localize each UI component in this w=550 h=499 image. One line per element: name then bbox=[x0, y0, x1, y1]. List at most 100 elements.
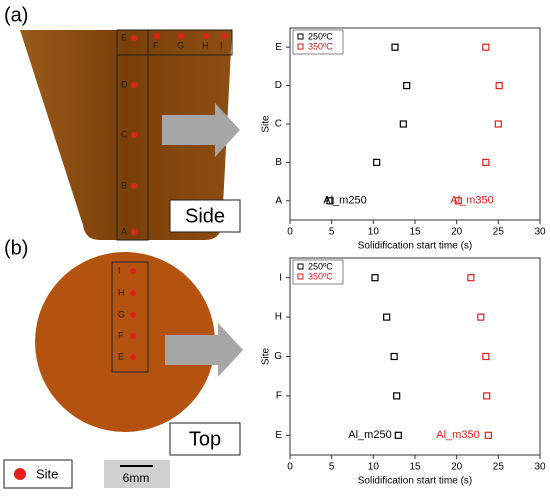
annotation: Al_m350 bbox=[450, 195, 493, 207]
x-tick-label: 5 bbox=[329, 462, 335, 473]
legend-label: 350ºC bbox=[308, 271, 333, 281]
marker bbox=[383, 313, 391, 321]
site-dot bbox=[131, 35, 137, 41]
site-label: F bbox=[118, 330, 124, 340]
marker bbox=[373, 158, 381, 166]
y-axis-label: Site bbox=[261, 115, 272, 133]
marker bbox=[494, 120, 502, 128]
x-tick-label: 0 bbox=[287, 462, 293, 473]
legend-dot bbox=[14, 468, 26, 480]
y-tick-label: B bbox=[275, 157, 282, 168]
marker bbox=[326, 197, 334, 205]
site-label: E bbox=[118, 351, 124, 361]
y-tick-label: C bbox=[275, 119, 282, 130]
site-label: B bbox=[121, 180, 127, 190]
x-axis-label: Solidification start time (s) bbox=[358, 241, 472, 252]
marker bbox=[477, 313, 485, 321]
annotation: Al_m250 bbox=[323, 195, 366, 207]
site-dot bbox=[178, 33, 184, 39]
y-tick-label: E bbox=[275, 42, 282, 53]
arrow bbox=[165, 323, 243, 377]
y-tick-label: F bbox=[276, 391, 282, 402]
site-box bbox=[111, 261, 149, 373]
legend-label: Site bbox=[36, 466, 58, 481]
site-dot bbox=[130, 290, 136, 296]
legend-label: 350ºC bbox=[308, 41, 333, 51]
x-tick-label: 20 bbox=[451, 462, 463, 473]
marker bbox=[394, 431, 402, 439]
legend-label: 250ºC bbox=[308, 31, 333, 41]
plot-area bbox=[289, 257, 541, 456]
site-box bbox=[116, 29, 233, 56]
x-axis-label: Solidification start time (s) bbox=[358, 476, 472, 487]
site-dot bbox=[221, 33, 227, 39]
site-dot bbox=[130, 354, 136, 360]
x-tick-label: 20 bbox=[451, 227, 463, 238]
x-tick-label: 30 bbox=[534, 227, 546, 238]
site-label: A bbox=[121, 226, 127, 236]
x-tick-label: 10 bbox=[368, 227, 380, 238]
site-dot bbox=[130, 333, 136, 339]
y-axis-label: Site bbox=[261, 347, 272, 365]
y-tick-label: H bbox=[275, 312, 282, 323]
legend-marker bbox=[297, 263, 304, 270]
site-dot bbox=[131, 132, 137, 138]
legend-box bbox=[3, 459, 73, 489]
view-label: Top bbox=[189, 428, 221, 450]
y-tick-label: I bbox=[279, 272, 282, 283]
marker bbox=[495, 81, 503, 90]
marker bbox=[393, 392, 401, 400]
x-tick-label: 15 bbox=[409, 227, 421, 238]
site-dot bbox=[130, 312, 136, 318]
y-tick-label: G bbox=[274, 351, 282, 362]
scale-label: 6mm bbox=[123, 471, 150, 485]
site-label: D bbox=[121, 79, 128, 89]
site-dot bbox=[130, 268, 136, 274]
view-box bbox=[169, 422, 241, 456]
marker bbox=[399, 120, 407, 128]
view-box bbox=[169, 199, 241, 233]
legend-label: 250ºC bbox=[308, 261, 333, 271]
y-tick-label: E bbox=[275, 430, 282, 441]
marker bbox=[390, 352, 398, 361]
view-label: Side bbox=[185, 205, 225, 227]
marker bbox=[391, 43, 399, 51]
site-dot bbox=[154, 33, 160, 39]
panel-label: (a) bbox=[4, 4, 28, 26]
x-tick-label: 25 bbox=[493, 227, 505, 238]
legend-marker bbox=[297, 43, 304, 50]
site-label: F bbox=[153, 40, 159, 50]
marker bbox=[467, 274, 475, 282]
site-label: H bbox=[118, 287, 125, 297]
legend-box bbox=[292, 29, 344, 55]
site-dot bbox=[131, 229, 137, 235]
marker bbox=[454, 197, 462, 205]
legend-marker bbox=[297, 33, 304, 40]
casting-top bbox=[35, 252, 215, 432]
legend-marker bbox=[297, 273, 304, 280]
site-label: E bbox=[121, 32, 127, 42]
site-label: G bbox=[118, 309, 125, 319]
scale-bar-bg bbox=[104, 460, 170, 488]
site-label: H bbox=[202, 40, 209, 50]
arrow bbox=[162, 103, 240, 157]
site-dot bbox=[203, 33, 209, 39]
x-tick-label: 30 bbox=[534, 462, 546, 473]
marker bbox=[371, 274, 379, 282]
panel-label: (b) bbox=[4, 237, 28, 259]
site-dot bbox=[131, 183, 137, 189]
marker bbox=[483, 392, 491, 400]
y-tick-label: D bbox=[275, 80, 282, 91]
marker bbox=[482, 158, 490, 166]
x-tick-label: 5 bbox=[329, 227, 335, 238]
marker bbox=[482, 43, 490, 51]
x-tick-label: 0 bbox=[287, 227, 293, 238]
marker bbox=[482, 352, 490, 361]
annotation: Al_m350 bbox=[436, 429, 479, 441]
site-label: I bbox=[220, 40, 223, 50]
x-tick-label: 15 bbox=[409, 462, 421, 473]
x-tick-label: 10 bbox=[368, 462, 380, 473]
site-label: G bbox=[177, 40, 184, 50]
site-label: C bbox=[121, 129, 128, 139]
x-tick-label: 25 bbox=[493, 462, 505, 473]
